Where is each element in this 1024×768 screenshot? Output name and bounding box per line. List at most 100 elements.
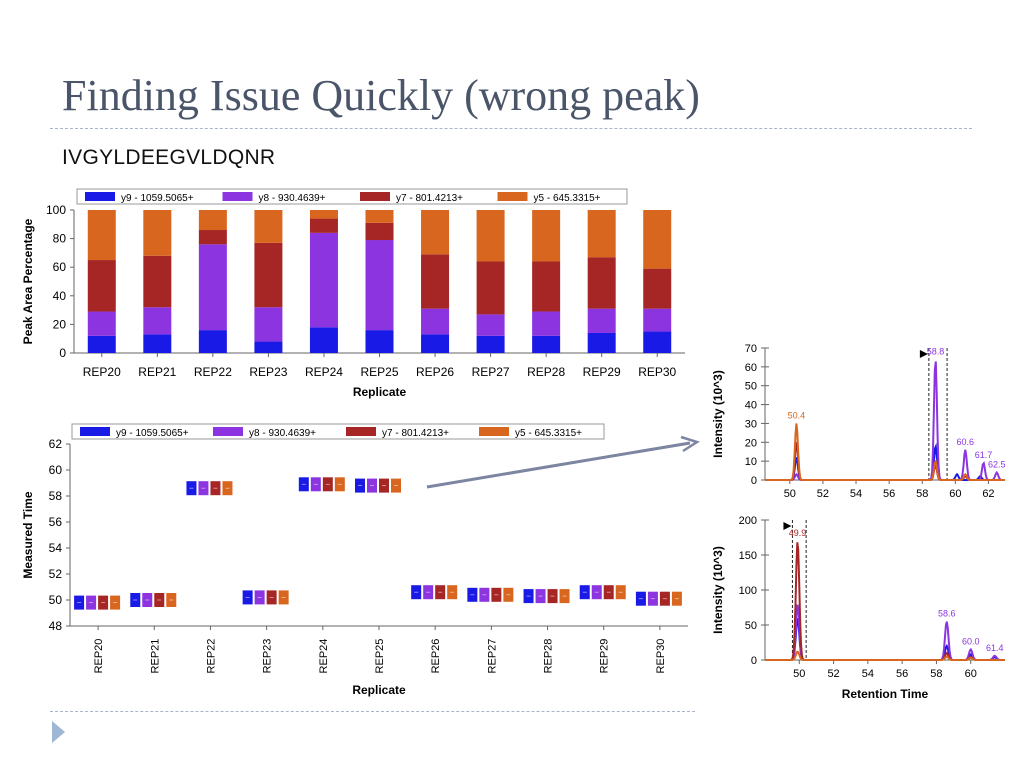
x-tick-label: 60	[949, 488, 961, 500]
y-tick-label: 62	[49, 437, 63, 451]
x-tick-label: 56	[896, 668, 908, 680]
bar-segment	[532, 261, 561, 312]
x-tick-label: REP20	[83, 365, 121, 379]
bar-segment	[87, 260, 116, 312]
x-tick-label: REP25	[374, 639, 386, 674]
x-tick-label: REP28	[543, 639, 555, 674]
bar-segment	[587, 308, 616, 333]
legend-swatch	[80, 427, 110, 436]
peak-label: 60.0	[962, 637, 980, 647]
slide-title: Finding Issue Quickly (wrong peak)	[62, 71, 700, 120]
x-tick-label: 52	[827, 668, 839, 680]
legend-box	[71, 423, 605, 440]
y-tick-label: 10	[745, 456, 757, 468]
bar-segment	[365, 222, 394, 241]
x-tick-label: REP29	[583, 365, 621, 379]
bar-segment	[532, 311, 561, 336]
x-axis-title: Replicate	[353, 385, 407, 399]
bar-segment	[421, 210, 450, 255]
bar-segment	[365, 330, 394, 353]
x-tick-label: REP22	[194, 365, 232, 379]
bar-segment	[587, 210, 616, 258]
y-tick-label: 58	[49, 489, 63, 503]
bar-segment	[421, 254, 450, 309]
bar-segment	[254, 341, 283, 353]
bar-segment	[309, 327, 338, 353]
bar-segment	[587, 332, 616, 353]
bar-segment	[198, 330, 227, 353]
bar-segment	[643, 308, 672, 332]
x-tick-label: 54	[850, 488, 862, 500]
y-tick-label: 100	[46, 203, 66, 217]
legend-label: y5 - 645.3315+	[534, 193, 601, 204]
bar-segment	[643, 268, 672, 309]
bullet-arrow-icon	[52, 721, 65, 743]
bar-segment	[254, 242, 283, 308]
y-axis-title: Intensity (10^3)	[711, 370, 725, 458]
x-tick-label: REP27	[486, 639, 498, 674]
y-tick-label: 60	[53, 260, 67, 274]
peak-label: 61.4	[986, 643, 1004, 653]
x-tick-label: REP20	[93, 639, 105, 674]
x-tick-label: REP21	[149, 639, 161, 674]
bar-segment	[532, 210, 561, 262]
bar-segment	[254, 210, 283, 243]
x-tick-label: REP30	[655, 639, 667, 674]
peak-area-chart: y9 - 1059.5065+ y8 - 930.4639+ y7 - 801.42…	[21, 188, 685, 399]
bar-segment	[254, 307, 283, 342]
peak-marker-icon	[919, 350, 928, 358]
bar-segment	[143, 334, 172, 353]
title-divider	[50, 128, 972, 129]
peak-label: 58.6	[938, 609, 956, 619]
x-tick-label: REP22	[205, 639, 217, 674]
y-tick-label: 20	[745, 437, 757, 449]
peak-label: 60.6	[957, 437, 975, 447]
x-tick-label: REP26	[416, 365, 454, 379]
bar-segment	[309, 232, 338, 328]
y-tick-label: 150	[739, 550, 757, 562]
x-axis-title: Replicate	[352, 683, 406, 697]
bar-segment	[309, 218, 338, 233]
bar-segment	[198, 244, 227, 331]
y-tick-label: 0	[751, 475, 757, 487]
legend-swatch	[479, 427, 509, 436]
x-tick-label: REP24	[305, 365, 343, 379]
y-tick-label: 60	[49, 463, 63, 477]
x-tick-label: REP24	[318, 639, 330, 674]
bar-segment	[143, 210, 172, 256]
legend-box	[76, 188, 628, 205]
x-tick-label: REP21	[138, 365, 176, 379]
legend-label: y9 - 1059.5065+	[116, 428, 189, 439]
legend-swatch	[360, 192, 390, 201]
bar-segment	[87, 335, 116, 353]
bar-segment	[87, 311, 116, 336]
y-axis-title: Intensity (10^3)	[711, 546, 725, 634]
bar-segment	[643, 331, 672, 353]
legend-label: y8 - 930.4639+	[249, 428, 316, 439]
legend-label: y8 - 930.4639+	[259, 193, 326, 204]
bar-segment	[587, 257, 616, 309]
legend-swatch	[85, 192, 115, 201]
bar-segment	[476, 210, 505, 262]
peak-label: 58.8	[927, 346, 945, 356]
legend-swatch	[497, 192, 528, 201]
y-tick-label: 56	[49, 515, 63, 529]
y-tick-label: 50	[745, 620, 757, 632]
x-tick-label: 50	[793, 668, 805, 680]
bar-segment	[365, 210, 394, 223]
x-tick-label: REP28	[527, 365, 565, 379]
y-tick-label: 40	[53, 289, 67, 303]
chromatogram-trace	[765, 423, 1005, 481]
peak-label: 62.5	[988, 459, 1006, 469]
x-tick-label: REP27	[472, 365, 510, 379]
y-tick-label: 100	[739, 585, 757, 597]
x-axis-title: Retention Time	[842, 687, 929, 701]
legend-swatch	[222, 192, 253, 201]
measured-time-chart: y9 - 1059.5065+ y8 - 930.4639+ y7 - 801.42…	[21, 423, 688, 697]
x-tick-label: REP23	[262, 639, 274, 674]
bar-segment	[476, 335, 505, 353]
y-tick-label: 0	[751, 655, 757, 667]
chromatogram-bottom: 0 50 100 150 200 50 52 54 56 58 60 49.9 58.6 60.0 61.4…	[711, 515, 1005, 701]
y-tick-label: 50	[745, 381, 757, 393]
bar-segment	[143, 307, 172, 335]
